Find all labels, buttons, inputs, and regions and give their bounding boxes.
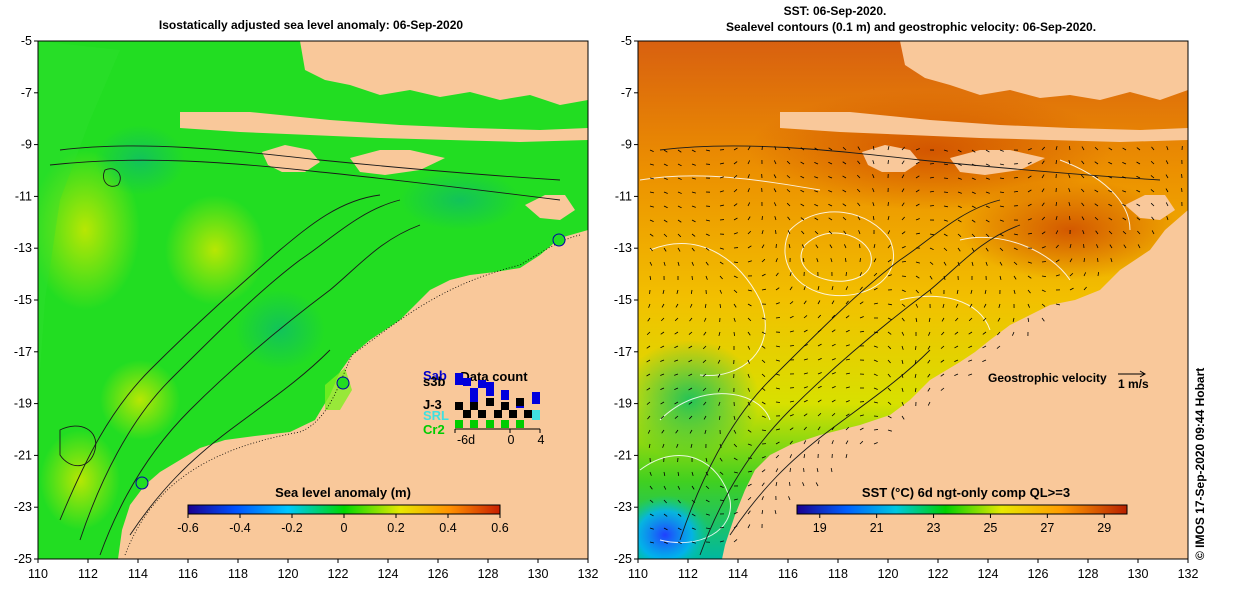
y-tick-label: -19	[614, 397, 632, 411]
y-tick-label: -25	[614, 552, 632, 566]
x-tick-label: 116	[178, 567, 198, 581]
tide-gauge-marker	[552, 233, 566, 247]
sla-colorbar: Sea level anomaly (m) -0.6 -0.4 -0.2 0 0.2 0.…	[177, 485, 509, 535]
x-tick-label: 126	[428, 567, 449, 581]
colorbar-tick-label: 25	[983, 521, 997, 535]
y-tick-label: -5	[21, 34, 32, 48]
sst-map-title-line1: SST: 06-Sep-2020.	[784, 4, 887, 18]
y-tick-label: -21	[14, 448, 32, 462]
sla-map-title: Isostatically adjusted sea level anomaly…	[159, 18, 463, 32]
y-tick-label: -17	[614, 345, 632, 359]
colorbar-tick-label: 19	[813, 521, 827, 535]
x-tick-label: 122	[328, 567, 349, 581]
sst-map-panel: SST: 06-Sep-2020. Sealevel contours (0.1…	[614, 4, 1199, 581]
colorbar-tick-label: 27	[1040, 521, 1054, 535]
sla-map-field	[38, 41, 588, 559]
x-tick-label: 130	[1128, 567, 1149, 581]
sla-x-axis: 110 112 114 116 118 120 122 124 126 128 130 132	[28, 559, 598, 581]
sla-map-panel: Isostatically adjusted sea level anomaly…	[14, 18, 599, 581]
colorbar-tick-label: 0.2	[387, 521, 404, 535]
colorbar-tick-label: -0.4	[229, 521, 251, 535]
sla-colorbar-label: Sea level anomaly (m)	[275, 485, 411, 500]
x-tick-label: 128	[1078, 567, 1099, 581]
colorbar-tick-label: -0.6	[177, 521, 199, 535]
velocity-legend-label: Geostrophic velocity	[988, 371, 1107, 385]
colorbar-tick-label: 23	[927, 521, 941, 535]
y-tick-label: -13	[14, 241, 32, 255]
satellite-label: SRL	[423, 408, 449, 423]
y-tick-label: -23	[614, 500, 632, 514]
x-tick-label: 132	[578, 567, 599, 581]
velocity-legend: Geostrophic velocity 1 m/s	[988, 370, 1149, 391]
y-tick-label: -17	[14, 345, 32, 359]
sla-contours	[49, 145, 561, 556]
y-tick-label: -9	[21, 138, 32, 152]
australia-land	[722, 210, 1188, 559]
y-tick-label: -19	[14, 397, 32, 411]
data-count-tick: 4	[538, 433, 545, 447]
satellite-label: J-3	[423, 397, 442, 412]
y-tick-label: -21	[614, 448, 632, 462]
y-tick-label: -11	[15, 189, 32, 203]
sst-bathymetry-contours	[659, 145, 1161, 556]
australia-land	[118, 230, 588, 559]
colorbar-tick-label: 21	[870, 521, 884, 535]
y-tick-label: -11	[615, 189, 632, 203]
colorbar-tick-label: -0.2	[281, 521, 303, 535]
x-tick-label: 126	[1028, 567, 1049, 581]
sst-x-axis: 110 112 114 116 118 120 122 124 126 128 130 132	[628, 559, 1198, 581]
x-tick-label: 110	[28, 567, 48, 581]
y-tick-label: -9	[621, 138, 632, 152]
x-tick-label: 118	[828, 567, 848, 581]
y-tick-label: -25	[14, 552, 32, 566]
x-tick-label: 122	[928, 567, 949, 581]
x-tick-label: 118	[228, 567, 248, 581]
sst-map-field	[638, 41, 1188, 559]
y-tick-label: -7	[621, 86, 632, 100]
y-tick-label: -23	[14, 500, 32, 514]
x-tick-label: 114	[128, 567, 148, 581]
x-tick-label: 112	[78, 567, 98, 581]
sst-y-axis: -5 -7 -9 -11 -13 -15 -17 -19 -21 -23 -25	[614, 34, 638, 566]
colorbar-tick-label: 0.6	[491, 521, 508, 535]
tide-gauge-marker	[336, 376, 350, 390]
colorbar-tick-label: 29	[1097, 521, 1111, 535]
tide-gauge-marker	[135, 476, 149, 490]
x-tick-label: 124	[378, 567, 399, 581]
y-tick-label: -15	[14, 293, 32, 307]
x-tick-label: 120	[278, 567, 299, 581]
credit-text: © IMOS 17-Sep-2020 09:44 Hobart	[1193, 368, 1207, 560]
colorbar-tick-label: 0.4	[439, 521, 456, 535]
x-tick-label: 124	[978, 567, 999, 581]
x-tick-label: 132	[1178, 567, 1199, 581]
velocity-legend-scale: 1 m/s	[1118, 377, 1149, 391]
y-tick-label: -7	[21, 86, 32, 100]
x-tick-label: 116	[778, 567, 798, 581]
sla-y-axis: -5 -7 -9 -11 -13 -15 -17 -19 -21 -23 -25	[14, 34, 38, 566]
sst-map-title-line2: Sealevel contours (0.1 m) and geostrophi…	[726, 20, 1096, 34]
data-count-tick: 0	[508, 433, 515, 447]
y-tick-label: -15	[614, 293, 632, 307]
data-count-title: Data count	[460, 369, 528, 384]
colorbar-tick-label: 0	[341, 521, 348, 535]
satellite-label: Cr2	[423, 422, 445, 437]
x-tick-label: 120	[878, 567, 899, 581]
geostrophic-velocity-arrows	[646, 145, 1183, 544]
x-tick-label: 130	[528, 567, 549, 581]
x-tick-label: 112	[678, 567, 698, 581]
x-tick-label: 128	[478, 567, 499, 581]
x-tick-label: 114	[728, 567, 748, 581]
y-tick-label: -5	[621, 34, 632, 48]
x-tick-label: 110	[628, 567, 648, 581]
sst-colorbar: SST (°C) 6d ngt-only comp QL>=3 19 21 23 25…	[796, 485, 1128, 535]
data-count-tick: -6d	[457, 433, 475, 447]
sst-colorbar-label: SST (°C) 6d ngt-only comp QL>=3	[862, 485, 1070, 500]
sst-sealevel-contours	[639, 159, 1131, 544]
satellite-label: s3b	[423, 374, 445, 389]
y-tick-label: -13	[614, 241, 632, 255]
satellite-label: Sab	[423, 368, 447, 383]
